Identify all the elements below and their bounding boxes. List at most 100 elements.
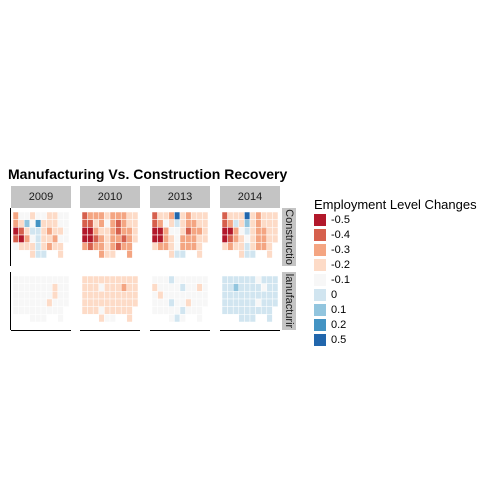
state-cell <box>127 299 133 307</box>
state-cell <box>169 307 175 315</box>
state-cell <box>19 276 25 284</box>
state-cell <box>24 227 30 235</box>
state-cell <box>272 284 278 292</box>
state-cell <box>222 227 228 235</box>
state-cell <box>19 307 25 315</box>
legend-label: -0.1 <box>331 274 350 286</box>
state-cell <box>121 227 127 235</box>
state-cell <box>116 212 122 220</box>
state-cell <box>202 291 208 299</box>
state-cell <box>180 284 186 292</box>
state-cell <box>256 243 262 251</box>
state-cell <box>58 299 64 307</box>
state-cell <box>13 227 19 235</box>
state-cell <box>174 299 180 307</box>
state-cell <box>169 276 175 284</box>
state-cell <box>163 212 169 220</box>
state-cell <box>13 220 19 228</box>
state-cell <box>35 250 41 258</box>
state-cell <box>127 243 133 251</box>
state-cell <box>110 250 116 258</box>
state-cell <box>93 212 99 220</box>
state-cell <box>104 235 110 243</box>
legend-label: 0 <box>331 289 337 301</box>
state-cell <box>24 299 30 307</box>
state-cell <box>222 307 228 315</box>
legend-label: -0.3 <box>331 244 350 256</box>
state-cell <box>158 212 164 220</box>
state-cell <box>174 284 180 292</box>
state-cell <box>244 284 250 292</box>
state-cell <box>186 276 192 284</box>
state-cell <box>132 227 138 235</box>
state-cell <box>88 284 94 292</box>
legend-item: -0.1 <box>314 272 350 287</box>
state-cell <box>180 276 186 284</box>
state-cell <box>52 243 58 251</box>
state-cell <box>244 243 250 251</box>
state-cell <box>47 307 53 315</box>
legend-label: 0.2 <box>331 319 346 331</box>
state-cell <box>99 212 105 220</box>
state-cell <box>163 291 169 299</box>
state-cell <box>169 220 175 228</box>
state-cell <box>52 212 58 220</box>
state-cell <box>152 291 158 299</box>
state-cell <box>52 284 58 292</box>
state-cell <box>202 220 208 228</box>
state-cell <box>191 212 197 220</box>
state-cell <box>191 276 197 284</box>
state-cell <box>244 220 250 228</box>
state-cell <box>158 299 164 307</box>
state-cell <box>63 220 69 228</box>
state-cell <box>152 212 158 220</box>
state-cell <box>19 291 25 299</box>
state-cell <box>250 314 256 322</box>
state-cell <box>110 243 116 251</box>
state-cell <box>88 291 94 299</box>
state-cell <box>116 227 122 235</box>
state-cell <box>180 235 186 243</box>
state-cell <box>152 227 158 235</box>
state-cell <box>121 276 127 284</box>
state-cell <box>24 243 30 251</box>
map-panel <box>222 276 278 322</box>
state-cell <box>35 235 41 243</box>
state-cell <box>47 284 53 292</box>
state-cell <box>250 299 256 307</box>
state-cell <box>58 212 64 220</box>
state-cell <box>41 291 47 299</box>
state-cell <box>186 212 192 220</box>
state-cell <box>121 243 127 251</box>
state-cell <box>82 276 88 284</box>
state-cell <box>233 235 239 243</box>
state-cell <box>158 235 164 243</box>
legend-item: 0 <box>314 287 337 302</box>
state-cell <box>233 299 239 307</box>
state-cell <box>121 284 127 292</box>
state-cell <box>228 291 234 299</box>
state-cell <box>30 220 36 228</box>
state-cell <box>41 243 47 251</box>
state-cell <box>191 291 197 299</box>
state-cell <box>174 243 180 251</box>
state-cell <box>180 250 186 258</box>
state-cell <box>41 314 47 322</box>
state-cell <box>191 307 197 315</box>
state-cell <box>250 243 256 251</box>
state-cell <box>261 220 267 228</box>
state-cell <box>256 220 262 228</box>
state-cell <box>267 276 273 284</box>
state-cell <box>222 235 228 243</box>
state-cell <box>163 284 169 292</box>
legend-label: 0.5 <box>331 334 346 346</box>
state-cell <box>82 284 88 292</box>
state-cell <box>99 291 105 299</box>
state-cell <box>228 235 234 243</box>
state-cell <box>180 243 186 251</box>
state-cell <box>180 291 186 299</box>
state-cell <box>239 314 245 322</box>
state-cell <box>47 235 53 243</box>
state-cell <box>63 235 69 243</box>
state-cell <box>121 299 127 307</box>
